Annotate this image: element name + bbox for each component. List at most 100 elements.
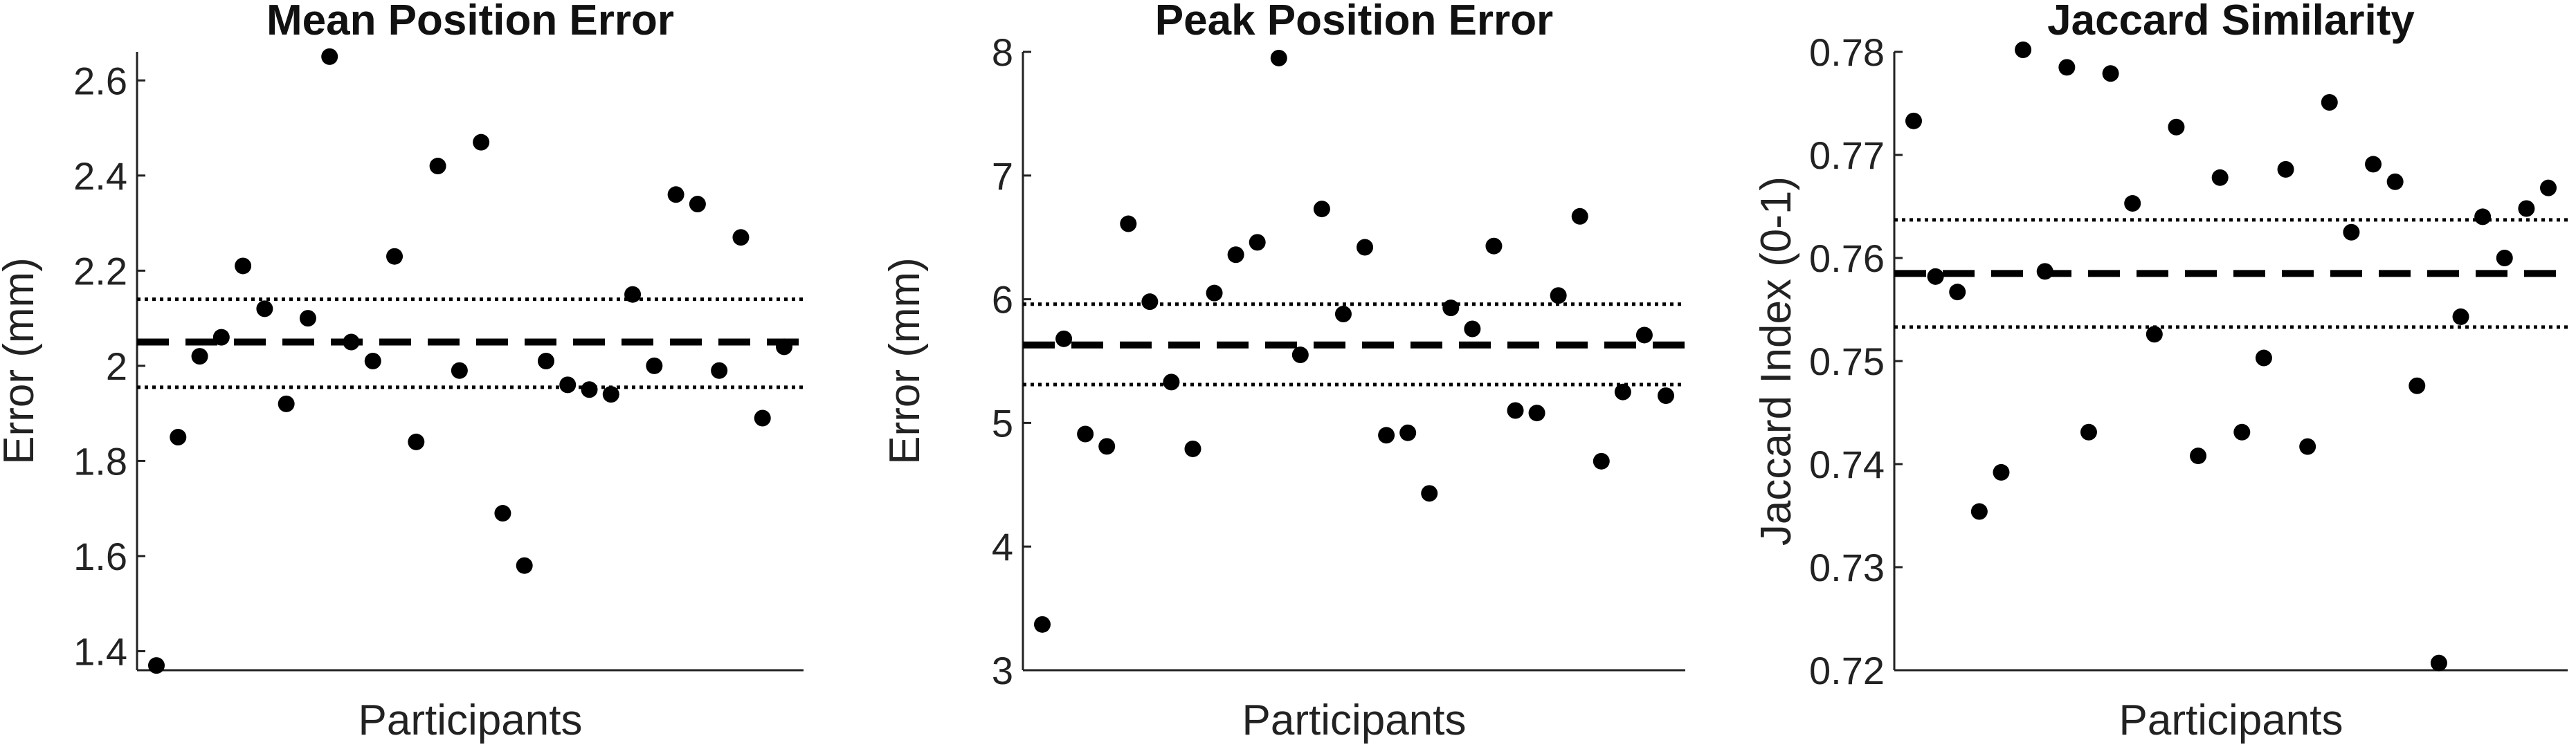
data-point bbox=[1421, 485, 1438, 502]
data-point bbox=[1528, 405, 1545, 422]
data-point bbox=[1905, 112, 1922, 129]
data-point bbox=[2124, 195, 2141, 212]
y-tick-label: 2.6 bbox=[73, 59, 127, 102]
y-axis-label: Error (mm) bbox=[881, 257, 929, 465]
data-point bbox=[1507, 402, 1524, 419]
data-point bbox=[2386, 173, 2404, 190]
data-point bbox=[429, 158, 446, 175]
data-point bbox=[1034, 616, 1051, 633]
data-point bbox=[2540, 179, 2557, 196]
data-point bbox=[2343, 223, 2360, 241]
x-axis-label: Participants bbox=[2119, 697, 2343, 744]
x-axis-label: Participants bbox=[359, 697, 583, 744]
data-point bbox=[191, 348, 208, 365]
y-tick-label: 1.8 bbox=[73, 439, 127, 483]
data-point bbox=[212, 329, 230, 346]
data-point bbox=[1184, 440, 1201, 457]
y-tick-label: 3 bbox=[992, 649, 1013, 692]
data-point bbox=[1970, 503, 1988, 520]
chart-title: Jaccard Similarity bbox=[2047, 0, 2415, 44]
y-tick-label: 5 bbox=[992, 401, 1013, 445]
data-point bbox=[2146, 326, 2163, 343]
y-tick-label: 1.4 bbox=[73, 629, 127, 673]
data-point bbox=[776, 338, 792, 356]
data-point bbox=[386, 248, 403, 265]
data-point bbox=[1270, 49, 1287, 66]
data-point bbox=[1949, 284, 1966, 301]
y-tick-label: 1.6 bbox=[73, 535, 127, 578]
data-point bbox=[321, 48, 338, 65]
data-point bbox=[2102, 65, 2119, 82]
y-axis-label: Jaccard Index (0-1) bbox=[1752, 176, 1800, 546]
data-point bbox=[473, 133, 490, 151]
y-tick-label: 2.2 bbox=[73, 249, 127, 293]
data-point bbox=[2255, 349, 2272, 367]
data-point bbox=[235, 257, 252, 275]
data-point bbox=[1593, 452, 1610, 470]
data-point bbox=[2080, 423, 2097, 441]
data-point bbox=[2015, 42, 2032, 59]
data-point bbox=[2452, 308, 2469, 325]
data-point bbox=[1098, 438, 1116, 455]
data-point bbox=[170, 429, 187, 446]
data-point bbox=[1993, 463, 2010, 481]
data-point bbox=[1163, 374, 1180, 391]
data-point bbox=[1313, 201, 1330, 218]
data-point bbox=[1614, 383, 1631, 400]
data-point bbox=[1055, 330, 1073, 347]
data-point bbox=[2168, 118, 2185, 136]
y-tick-label: 0.73 bbox=[1809, 546, 1885, 589]
data-point bbox=[2430, 654, 2447, 672]
y-tick-label: 4 bbox=[992, 525, 1013, 569]
y-tick-label: 0.74 bbox=[1809, 443, 1885, 486]
y-tick-label: 0.72 bbox=[1809, 649, 1885, 692]
data-point bbox=[711, 362, 728, 379]
data-point bbox=[1378, 427, 1395, 444]
y-tick-label: 7 bbox=[992, 154, 1013, 198]
data-point bbox=[343, 333, 360, 351]
data-point bbox=[256, 300, 273, 317]
y-tick-label: 0.78 bbox=[1809, 30, 1885, 74]
chart-title: Peak Position Error bbox=[1155, 0, 1553, 44]
data-point bbox=[2409, 377, 2426, 394]
data-point bbox=[537, 353, 554, 369]
data-point bbox=[1206, 284, 1223, 302]
y-tick-label: 6 bbox=[992, 278, 1013, 322]
y-tick-label: 2.4 bbox=[73, 154, 127, 198]
data-point bbox=[2474, 208, 2492, 225]
data-point bbox=[646, 357, 663, 374]
data-point bbox=[1291, 347, 1309, 364]
data-point bbox=[1334, 306, 1352, 323]
data-point bbox=[2211, 169, 2229, 186]
data-point bbox=[689, 196, 706, 213]
data-point bbox=[2299, 438, 2316, 455]
data-point bbox=[2321, 94, 2338, 111]
y-tick-label: 0.75 bbox=[1809, 340, 1885, 383]
data-point bbox=[299, 310, 316, 327]
data-point bbox=[1357, 239, 1374, 256]
data-point bbox=[1141, 293, 1159, 311]
panel-3: 0.72 0.73 0.74 0.75 0.76 0.77 0.78 Jaccard Simi… bbox=[1752, 0, 2568, 744]
panel-1: 1.4 1.6 1.8 2 2.2 2.4 2.6 Mean Position Error Pa… bbox=[0, 0, 804, 744]
data-point bbox=[754, 409, 771, 427]
data-point bbox=[2365, 156, 2382, 173]
data-point bbox=[494, 505, 511, 522]
panel-2: 3 4 5 6 7 8 Peak Position Error Participants Err… bbox=[881, 0, 1685, 744]
data-point bbox=[2518, 200, 2535, 217]
data-point bbox=[1399, 424, 1417, 441]
data-point bbox=[1442, 299, 1460, 317]
data-point bbox=[559, 376, 577, 394]
chart-title: Mean Position Error bbox=[266, 0, 674, 44]
data-point bbox=[2190, 448, 2207, 465]
data-point bbox=[2036, 263, 2053, 280]
y-tick-label: 2 bbox=[106, 344, 127, 388]
y-axis-label: Error (mm) bbox=[0, 257, 43, 465]
data-point bbox=[2058, 59, 2076, 76]
data-point bbox=[1485, 237, 1503, 255]
data-point bbox=[1120, 215, 1137, 232]
data-point bbox=[1227, 246, 1244, 264]
data-point bbox=[1571, 208, 1588, 225]
data-point bbox=[451, 362, 468, 379]
data-point bbox=[667, 186, 684, 203]
